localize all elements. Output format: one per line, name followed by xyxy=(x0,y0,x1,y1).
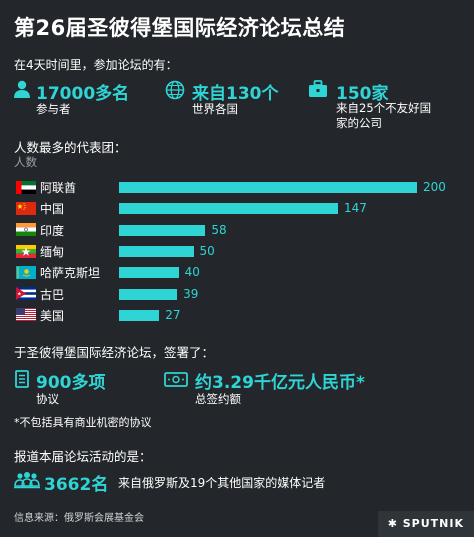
signed-footnote: *不包括具有商业机密的协议 xyxy=(14,416,152,429)
flag-china-icon xyxy=(16,202,36,215)
media-heading: 报道本届论坛活动的是： xyxy=(14,449,152,464)
person-icon xyxy=(14,80,30,98)
flag-india-icon xyxy=(16,223,36,236)
bar-value-label: 39 xyxy=(183,286,199,301)
flag-kazakhstan-icon xyxy=(16,266,36,279)
bar-label: 中国 xyxy=(40,202,65,217)
chart-unit-label: 人数 xyxy=(14,155,37,169)
bar-value-label: 27 xyxy=(165,307,181,322)
signed-amount-label: 总签约额 xyxy=(195,392,241,406)
source-footer: 信息来源：俄罗斯会展基金会 xyxy=(14,513,144,524)
flag-cuba-icon xyxy=(16,287,36,300)
document-icon xyxy=(15,370,29,388)
signed-agreements-value: 900多项 xyxy=(36,373,106,393)
bar-label: 美国 xyxy=(40,308,65,323)
bar-label: 古巴 xyxy=(40,287,65,302)
bar xyxy=(119,288,178,300)
globe-icon xyxy=(165,80,185,100)
signed-amount-value: 约3.29千亿元人民币* xyxy=(195,373,365,393)
flag-uae-icon xyxy=(16,181,36,194)
bar xyxy=(119,203,339,215)
bar-value-label: 40 xyxy=(184,265,200,280)
bar xyxy=(119,224,206,236)
bar xyxy=(119,245,194,257)
briefcase-icon xyxy=(309,80,327,97)
bar-label: 缅甸 xyxy=(40,244,65,259)
stat-countries-label: 世界各国 xyxy=(192,102,238,116)
sputnik-logo: ✱ SPUTNIK xyxy=(377,511,474,537)
bar-value-label: 58 xyxy=(211,222,227,237)
page-title: 第26届圣彼得堡国际经济论坛总结 xyxy=(14,16,346,40)
stat-countries-value: 来自130个 xyxy=(192,84,279,104)
banknote-icon xyxy=(164,372,188,387)
bar xyxy=(119,182,417,193)
journalists-icon xyxy=(14,472,40,489)
sputnik-star-icon: ✱ xyxy=(387,517,403,530)
media-value: 3662名 xyxy=(44,475,109,495)
signed-agreements-label: 协议 xyxy=(36,392,59,406)
flag-usa-icon xyxy=(16,308,36,321)
stat-participants-value: 17000多名 xyxy=(36,84,130,104)
stat-companies-label: 来自25个不友好国 家的公司 xyxy=(336,101,432,130)
delegations-heading: 人数最多的代表团： xyxy=(14,140,127,155)
flag-myanmar-icon xyxy=(16,245,36,258)
bar xyxy=(119,267,179,279)
stat-companies-value: 150家 xyxy=(336,84,389,104)
sputnik-logo-text: SPUTNIK xyxy=(402,517,464,530)
intro-text: 在4天时间里，参加论坛的有： xyxy=(14,58,178,72)
bar-value-label: 147 xyxy=(344,201,367,216)
bar-label: 阿联酋 xyxy=(40,181,77,195)
bar-label: 哈萨克斯坦 xyxy=(40,266,101,281)
bar-value-label: 50 xyxy=(199,243,215,258)
media-label: 来自俄罗斯及19个其他国家的媒体记者 xyxy=(118,476,326,490)
stat-participants-label: 参与者 xyxy=(36,102,71,116)
bar-label: 印度 xyxy=(40,223,65,238)
bar-value-label: 200 xyxy=(423,180,446,194)
signed-heading: 于圣彼得堡国际经济论坛，签署了： xyxy=(14,345,215,360)
bar xyxy=(119,309,160,321)
